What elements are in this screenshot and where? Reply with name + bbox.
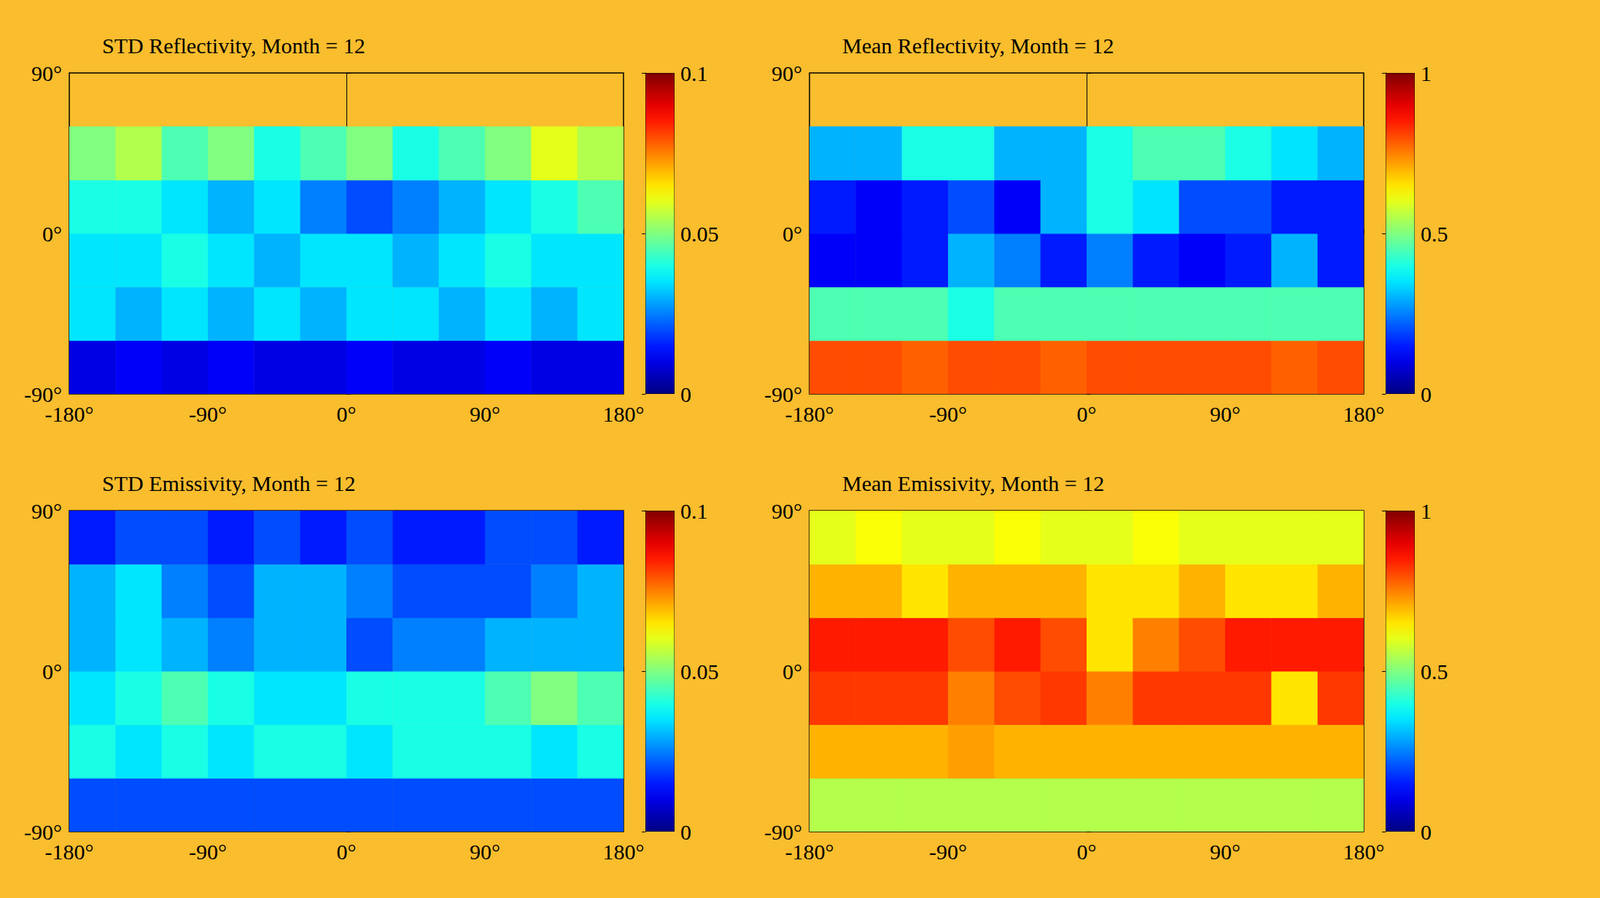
svg-text:0.1: 0.1 bbox=[680, 61, 709, 86]
svg-text:90°: 90° bbox=[469, 839, 501, 864]
svg-text:0.05: 0.05 bbox=[680, 221, 720, 246]
svg-text:90°: 90° bbox=[1209, 401, 1241, 426]
svg-text:0°: 0° bbox=[782, 659, 803, 684]
svg-text:0°: 0° bbox=[1077, 839, 1097, 864]
svg-text:0.5: 0.5 bbox=[1420, 221, 1449, 246]
svg-text:0.1: 0.1 bbox=[680, 498, 709, 523]
svg-text:0: 0 bbox=[680, 819, 692, 844]
svg-text:90°: 90° bbox=[1209, 839, 1241, 864]
svg-text:-180°: -180° bbox=[785, 839, 835, 864]
svg-text:-90°: -90° bbox=[764, 819, 803, 844]
svg-text:-90°: -90° bbox=[24, 819, 62, 844]
svg-text:90°: 90° bbox=[771, 61, 803, 86]
svg-text:90°: 90° bbox=[771, 498, 803, 523]
svg-text:0°: 0° bbox=[782, 221, 803, 246]
svg-text:-180°: -180° bbox=[785, 401, 835, 426]
svg-text:-90°: -90° bbox=[188, 839, 227, 864]
svg-text:STD Emissivity, Month = 12: STD Emissivity, Month = 12 bbox=[102, 471, 356, 496]
svg-text:-180°: -180° bbox=[45, 401, 95, 426]
svg-text:-180°: -180° bbox=[45, 839, 95, 864]
svg-text:1: 1 bbox=[1420, 498, 1432, 523]
svg-text:0°: 0° bbox=[336, 401, 357, 426]
svg-text:180°: 180° bbox=[1343, 839, 1385, 864]
svg-text:180°: 180° bbox=[603, 401, 645, 426]
svg-text:1: 1 bbox=[1420, 61, 1432, 86]
svg-text:180°: 180° bbox=[603, 839, 645, 864]
svg-text:0°: 0° bbox=[1077, 401, 1097, 426]
svg-text:90°: 90° bbox=[469, 401, 501, 426]
svg-text:0°: 0° bbox=[336, 839, 357, 864]
svg-text:-90°: -90° bbox=[188, 401, 227, 426]
svg-text:0: 0 bbox=[1420, 819, 1432, 844]
svg-text:-90°: -90° bbox=[929, 401, 968, 426]
svg-text:-90°: -90° bbox=[24, 381, 62, 406]
svg-text:-90°: -90° bbox=[929, 839, 968, 864]
svg-text:0: 0 bbox=[680, 382, 692, 407]
svg-text:0°: 0° bbox=[42, 659, 62, 684]
svg-text:Mean Reflectivity, Month = 12: Mean Reflectivity, Month = 12 bbox=[842, 33, 1114, 58]
svg-text:STD Reflectivity, Month = 12: STD Reflectivity, Month = 12 bbox=[102, 33, 366, 58]
svg-text:0: 0 bbox=[1420, 382, 1432, 407]
svg-text:Mean Emissivity, Month = 12: Mean Emissivity, Month = 12 bbox=[842, 471, 1105, 496]
svg-text:90°: 90° bbox=[31, 61, 62, 86]
svg-text:0.5: 0.5 bbox=[1420, 659, 1449, 684]
svg-text:0°: 0° bbox=[42, 221, 62, 246]
svg-text:180°: 180° bbox=[1343, 401, 1385, 426]
svg-text:0.05: 0.05 bbox=[680, 659, 720, 684]
svg-text:90°: 90° bbox=[31, 498, 62, 523]
svg-text:-90°: -90° bbox=[764, 381, 803, 406]
